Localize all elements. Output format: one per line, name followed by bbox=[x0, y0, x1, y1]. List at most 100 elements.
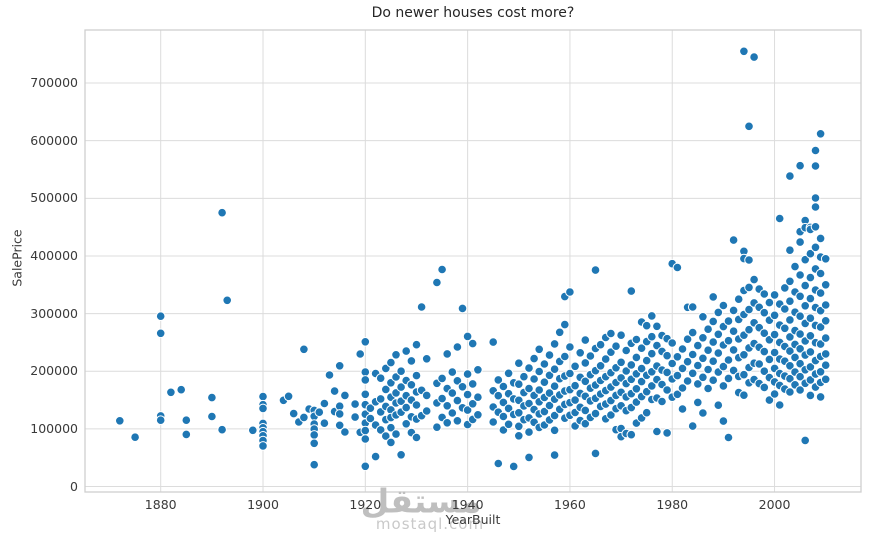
data-point bbox=[759, 289, 770, 299]
data-point bbox=[718, 416, 729, 426]
data-point bbox=[810, 145, 821, 156]
watermark-arabic: مستقل bbox=[360, 481, 482, 521]
data-point bbox=[514, 421, 524, 432]
data-point bbox=[744, 282, 754, 293]
data-point bbox=[391, 429, 401, 439]
data-point bbox=[452, 376, 463, 386]
data-point bbox=[754, 359, 765, 369]
data-point bbox=[626, 286, 637, 296]
data-point bbox=[672, 262, 683, 273]
data-point bbox=[800, 280, 811, 291]
data-point bbox=[544, 350, 555, 360]
data-point bbox=[580, 418, 591, 429]
data-point bbox=[718, 361, 729, 372]
data-point bbox=[421, 390, 432, 401]
data-point bbox=[631, 334, 642, 345]
data-point bbox=[452, 395, 463, 406]
data-point bbox=[805, 313, 816, 324]
x-axis-title: YearBuilt bbox=[445, 512, 501, 527]
data-point bbox=[155, 328, 166, 339]
data-point bbox=[442, 349, 453, 359]
data-point bbox=[698, 372, 708, 383]
data-point bbox=[759, 307, 770, 318]
data-point bbox=[723, 432, 734, 443]
data-point bbox=[493, 390, 504, 401]
data-point bbox=[222, 295, 232, 306]
data-point bbox=[785, 315, 795, 325]
data-point bbox=[248, 425, 258, 436]
data-point bbox=[181, 429, 192, 440]
data-point bbox=[698, 408, 708, 418]
data-point bbox=[309, 459, 320, 470]
data-point bbox=[815, 367, 826, 377]
data-point bbox=[687, 327, 698, 338]
data-point bbox=[590, 408, 601, 419]
data-point bbox=[703, 383, 713, 394]
data-point bbox=[677, 344, 688, 354]
data-point bbox=[565, 368, 575, 379]
data-point bbox=[795, 237, 805, 247]
data-point bbox=[396, 366, 406, 377]
data-point bbox=[795, 385, 805, 395]
data-point bbox=[544, 370, 555, 381]
data-point bbox=[544, 400, 555, 411]
data-point bbox=[785, 296, 795, 307]
data-point bbox=[539, 406, 550, 417]
data-point bbox=[375, 373, 386, 384]
data-point bbox=[386, 437, 396, 448]
data-point bbox=[616, 357, 626, 368]
x-tick-label: 1980 bbox=[656, 497, 689, 512]
data-point bbox=[723, 316, 734, 326]
data-point bbox=[432, 277, 442, 288]
data-point bbox=[370, 451, 381, 462]
data-point bbox=[662, 385, 672, 395]
data-point bbox=[800, 435, 811, 446]
data-point bbox=[718, 381, 729, 391]
data-point bbox=[329, 386, 340, 396]
data-point bbox=[647, 311, 657, 321]
data-point bbox=[360, 434, 371, 444]
data-point bbox=[309, 430, 320, 440]
data-point bbox=[728, 345, 739, 355]
data-point bbox=[432, 422, 442, 433]
data-point bbox=[795, 311, 805, 322]
data-point bbox=[365, 413, 376, 424]
data-point bbox=[498, 411, 509, 422]
data-point bbox=[600, 354, 611, 364]
data-point bbox=[406, 380, 417, 390]
data-point bbox=[606, 328, 616, 339]
data-point bbox=[795, 160, 805, 171]
data-point bbox=[288, 408, 299, 419]
data-point bbox=[815, 233, 826, 244]
data-point bbox=[217, 207, 227, 218]
data-point bbox=[457, 382, 468, 392]
data-point bbox=[820, 333, 831, 343]
data-point bbox=[621, 366, 632, 376]
data-point bbox=[631, 352, 642, 363]
data-point bbox=[764, 297, 775, 308]
data-point bbox=[462, 389, 473, 400]
data-point bbox=[334, 420, 345, 431]
data-point bbox=[590, 265, 601, 275]
data-point bbox=[769, 329, 780, 340]
data-point bbox=[820, 349, 831, 359]
data-point bbox=[452, 342, 463, 352]
data-point bbox=[647, 348, 657, 359]
data-point bbox=[360, 375, 371, 385]
data-point bbox=[595, 339, 606, 350]
data-point bbox=[647, 331, 657, 342]
data-point bbox=[759, 382, 770, 393]
x-tick-label: 1940 bbox=[451, 497, 484, 512]
data-point bbox=[585, 351, 596, 361]
data-point bbox=[381, 384, 391, 395]
data-point bbox=[693, 360, 703, 371]
data-point bbox=[539, 377, 550, 388]
data-point bbox=[514, 379, 524, 390]
data-point bbox=[626, 429, 637, 440]
data-point bbox=[718, 300, 729, 311]
data-point bbox=[739, 46, 749, 57]
data-point bbox=[360, 425, 371, 436]
data-point bbox=[473, 365, 483, 375]
data-point bbox=[375, 425, 386, 435]
data-point bbox=[744, 121, 754, 132]
